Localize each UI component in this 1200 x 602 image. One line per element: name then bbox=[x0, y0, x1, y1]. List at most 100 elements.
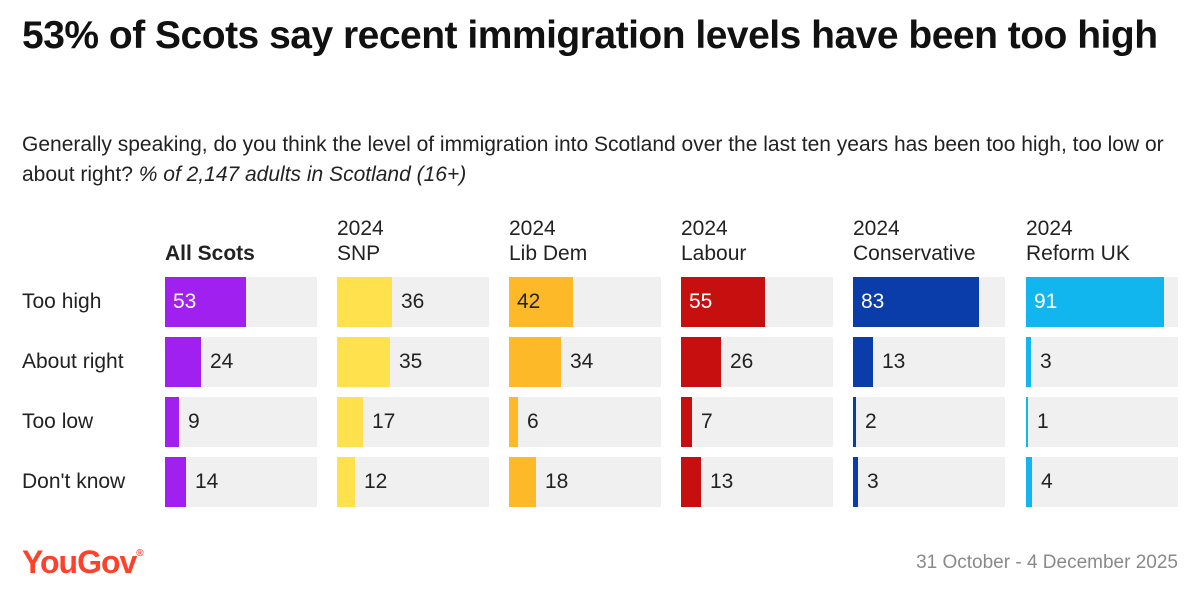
bar-all-scots-too-high bbox=[165, 277, 246, 327]
bar-conservative-too-high bbox=[853, 277, 979, 327]
bar-cell: 7 bbox=[681, 397, 833, 447]
data-label: 13 bbox=[710, 470, 734, 493]
column-header-name: Reform UK bbox=[1026, 242, 1130, 265]
bar-cell: 17 bbox=[337, 397, 489, 447]
data-label: 7 bbox=[701, 410, 713, 433]
data-label: 35 bbox=[399, 350, 423, 373]
bar-conservative-about-right bbox=[853, 337, 873, 387]
yougov-logo: YouGov® bbox=[22, 544, 144, 580]
bar-cell: 83 bbox=[853, 277, 1005, 327]
column-header-snp: 2024 SNP bbox=[337, 216, 507, 266]
bar-conservative-too-low bbox=[853, 397, 856, 447]
data-label: 4 bbox=[1041, 470, 1053, 493]
bar-conservative-don-t-know bbox=[853, 457, 858, 507]
data-label: 18 bbox=[545, 470, 569, 493]
bar-cell: 14 bbox=[165, 457, 317, 507]
data-label: 91 bbox=[1034, 290, 1058, 313]
data-label: 1 bbox=[1037, 410, 1049, 433]
bar-cell: 91 bbox=[1026, 277, 1178, 327]
column-header-reform-uk: 2024 Reform UK bbox=[1026, 216, 1196, 266]
bar-lib-dem-about-right bbox=[509, 337, 561, 387]
bar-reform-uk-too-low bbox=[1026, 397, 1028, 447]
bar-labour-too-high bbox=[681, 277, 765, 327]
column-header-name: All Scots bbox=[165, 242, 255, 265]
bar-cell: 9 bbox=[165, 397, 317, 447]
bar-cell: 13 bbox=[681, 457, 833, 507]
bar-lib-dem-too-low bbox=[509, 397, 518, 447]
bar-labour-about-right bbox=[681, 337, 721, 387]
bar-cell: 36 bbox=[337, 277, 489, 327]
bar-cell: 4 bbox=[1026, 457, 1178, 507]
column-header-name: SNP bbox=[337, 242, 381, 265]
bar-all-scots-don-t-know bbox=[165, 457, 186, 507]
bar-cell: 34 bbox=[509, 337, 661, 387]
bar-lib-dem-don-t-know bbox=[509, 457, 536, 507]
data-label: 55 bbox=[689, 290, 713, 313]
data-label: 12 bbox=[364, 470, 388, 493]
data-label: 3 bbox=[867, 470, 879, 493]
row-label-too-low: Too low bbox=[22, 410, 94, 433]
bar-cell: 3 bbox=[853, 457, 1005, 507]
bar-reform-uk-too-high bbox=[1026, 277, 1164, 327]
bar-reform-uk-about-right bbox=[1026, 337, 1031, 387]
column-header-lib-dem: 2024 Lib Dem bbox=[509, 216, 679, 266]
column-header-name: Conservative bbox=[853, 242, 976, 265]
bar-labour-don-t-know bbox=[681, 457, 701, 507]
bar-snp-about-right bbox=[337, 337, 390, 387]
bar-lib-dem-too-high bbox=[509, 277, 573, 327]
bar-cell: 1 bbox=[1026, 397, 1178, 447]
bar-reform-uk-don-t-know bbox=[1026, 457, 1032, 507]
data-label: 83 bbox=[861, 290, 885, 313]
bar-all-scots-about-right bbox=[165, 337, 201, 387]
bar-cell: 13 bbox=[853, 337, 1005, 387]
data-label: 14 bbox=[195, 470, 219, 493]
data-label: 13 bbox=[882, 350, 906, 373]
column-header-year: 2024 bbox=[337, 217, 384, 240]
bar-snp-too-low bbox=[337, 397, 363, 447]
chart-subtitle: Generally speaking, do you think the lev… bbox=[22, 130, 1182, 190]
data-label: 2 bbox=[865, 410, 877, 433]
data-label: 34 bbox=[570, 350, 594, 373]
brand-name: YouGov bbox=[22, 544, 137, 580]
column-header-year: 2024 bbox=[853, 217, 900, 240]
data-label: 24 bbox=[210, 350, 234, 373]
data-label: 26 bbox=[730, 350, 754, 373]
column-header-name: Lib Dem bbox=[509, 242, 588, 265]
fieldwork-dates: 31 October - 4 December 2025 bbox=[916, 552, 1178, 573]
bar-cell: 2 bbox=[853, 397, 1005, 447]
bar-snp-too-high bbox=[337, 277, 392, 327]
bar-all-scots-too-low bbox=[165, 397, 179, 447]
bar-cell: 55 bbox=[681, 277, 833, 327]
bar-cell: 24 bbox=[165, 337, 317, 387]
data-label: 53 bbox=[173, 290, 197, 313]
row-label-too-high: Too high bbox=[22, 290, 102, 313]
bar-cell: 6 bbox=[509, 397, 661, 447]
bar-cell: 35 bbox=[337, 337, 489, 387]
bar-cell: 18 bbox=[509, 457, 661, 507]
data-label: 42 bbox=[517, 290, 541, 313]
chart-title: 53% of Scots say recent immigration leve… bbox=[22, 14, 1158, 57]
bar-cell: 3 bbox=[1026, 337, 1178, 387]
data-label: 9 bbox=[188, 410, 200, 433]
bar-labour-too-low bbox=[681, 397, 692, 447]
data-label: 6 bbox=[527, 410, 539, 433]
bar-snp-don-t-know bbox=[337, 457, 355, 507]
column-header-year: 2024 bbox=[509, 217, 556, 240]
survey-base: % of 2,147 adults in Scotland (16+) bbox=[138, 163, 467, 186]
column-header-year: 2024 bbox=[1026, 217, 1073, 240]
row-label-don-t-know: Don't know bbox=[22, 470, 126, 493]
data-label: 3 bbox=[1040, 350, 1052, 373]
column-header-all-scots: All Scots bbox=[165, 241, 335, 266]
bar-cell: 26 bbox=[681, 337, 833, 387]
row-label-about-right: About right bbox=[22, 350, 124, 373]
bar-cell: 42 bbox=[509, 277, 661, 327]
bar-cell: 53 bbox=[165, 277, 317, 327]
column-header-labour: 2024 Labour bbox=[681, 216, 851, 266]
column-header-conservative: 2024 Conservative bbox=[853, 216, 1023, 266]
column-header-year: 2024 bbox=[681, 217, 728, 240]
data-label: 17 bbox=[372, 410, 396, 433]
column-header-name: Labour bbox=[681, 242, 747, 265]
data-label: 36 bbox=[401, 290, 425, 313]
survey-question: Generally speaking, do you think the lev… bbox=[22, 133, 1164, 186]
